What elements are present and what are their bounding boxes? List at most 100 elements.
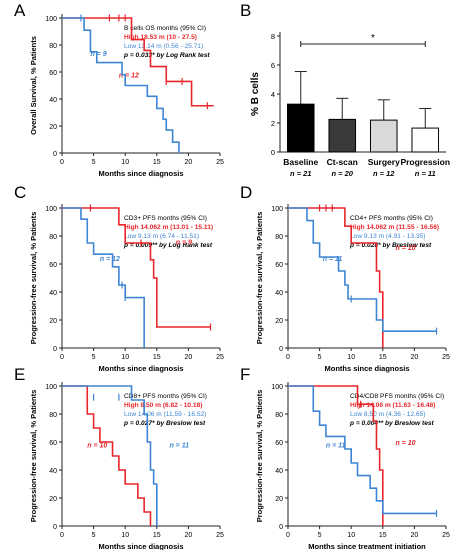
series-low: n = 12: [62, 207, 145, 348]
x-axis-label: Months since diagnosis: [324, 364, 409, 373]
km-curve-high: [288, 385, 384, 526]
legend-title: CD3+ PFS months (95% CI): [124, 215, 207, 222]
y-tick-label: 60: [275, 440, 283, 447]
km-curve-high: [62, 207, 211, 328]
km-curve-high: [62, 385, 152, 526]
panel-letter: F: [240, 365, 250, 384]
x-axis-label: Months since diagnosis: [98, 169, 183, 178]
bar-baseline: [286, 103, 315, 153]
y-tick-label: 100: [271, 384, 283, 391]
panel-letter: E: [14, 365, 25, 384]
panel-e: E 0 20 40 60 80 100 0 5 10 15 20 25 Months since diag…: [14, 365, 224, 550]
y-tick-label: 80: [275, 234, 283, 241]
legend-high: High 14.062 m (11.55 - 16.56): [350, 224, 439, 231]
km-curve-low: [62, 207, 145, 348]
legend-p-value: p = 0.004** by Breslow test: [349, 420, 435, 427]
legend-high: High 18.53 m (10 - 27.5): [124, 34, 197, 41]
y-tick-label: 100: [45, 206, 57, 213]
y-axis-label: Progression-free survival, % Patients: [255, 390, 264, 523]
bar-surgery: [369, 119, 398, 153]
y-tick-label: 40: [275, 290, 283, 297]
km-curve-high: [288, 207, 384, 348]
x-tick-label: 15: [153, 532, 161, 539]
y-axis-label: Progression-free survival, % Patients: [255, 212, 264, 345]
x-axis-label: Months since treatment initiation: [308, 542, 426, 550]
y-tick-label: 20: [49, 496, 57, 503]
x-axis-label: Months since diagnosis: [98, 542, 183, 550]
x-tick-label: 15: [379, 532, 387, 539]
km-curve-low: [288, 385, 437, 515]
km-curve-low: [62, 385, 158, 526]
n-label: n = 12: [373, 169, 395, 178]
panel-f: F 0 20 40 60 80 100 0 5 10 15 20 25 Months since trea…: [240, 365, 450, 550]
legend-title: B cells OS months (95% CI): [124, 25, 206, 32]
y-tick-label: 20: [275, 318, 283, 325]
category-label: Progression: [400, 157, 450, 167]
legend-low: Low 8.50 m (4.36 - 12.65): [350, 411, 426, 418]
series-high: n = 10: [288, 204, 416, 348]
n-label-high: n = 10: [395, 245, 415, 252]
y-tick-label: 80: [275, 412, 283, 419]
x-tick-label: 10: [347, 532, 355, 539]
y-axis-label: Progression-free survival, % Patients: [29, 390, 38, 523]
bar-progression: [411, 127, 440, 153]
y-tick-label: 8: [271, 32, 275, 41]
x-tick-label: 0: [60, 159, 64, 166]
n-label-low: n = 11: [323, 256, 343, 263]
x-tick-label: 5: [92, 159, 96, 166]
x-tick-label: 5: [92, 354, 96, 361]
series-high: n = 12: [62, 14, 214, 110]
panel-c: C 0 20 40 60 80 100 0 5 10 15 20 25 Months since diag…: [14, 183, 224, 373]
legend-high: High 14.06 m (11.63 - 16.48): [350, 402, 435, 409]
category-label: Baseline: [283, 157, 318, 167]
y-tick-label: 0: [53, 524, 57, 531]
legend-high: High 8.50 m (6.82 - 10.18): [124, 402, 202, 409]
series-high: n = 9: [62, 204, 212, 331]
y-tick-label: 100: [45, 384, 57, 391]
n-label: n = 21: [290, 169, 311, 178]
category-label: Surgery: [368, 157, 400, 167]
series-low: n = 11: [288, 207, 438, 335]
y-tick-label: 0: [279, 524, 283, 531]
x-tick-label: 25: [442, 532, 450, 539]
y-tick-label: 40: [49, 97, 57, 104]
legend-title: CD4+ PFS months (95% CI): [350, 215, 433, 222]
n-label: n = 11: [415, 169, 436, 178]
y-tick-label: 4: [271, 90, 275, 99]
x-tick-label: 20: [411, 532, 419, 539]
y-tick-label: 20: [49, 124, 57, 131]
x-tick-label: 5: [318, 532, 322, 539]
panel-letter: C: [14, 183, 26, 202]
y-tick-label: 60: [49, 70, 57, 77]
x-tick-label: 20: [411, 354, 419, 361]
x-tick-label: 20: [185, 159, 193, 166]
y-tick-label: 2: [271, 119, 275, 128]
x-axis-label: Months since diagnosis: [98, 364, 183, 373]
x-tick-label: 10: [121, 159, 129, 166]
y-tick-label: 40: [49, 468, 57, 475]
legend-low: Low 9.13 m (4.91 - 13.35): [350, 233, 426, 240]
y-tick-label: 60: [49, 440, 57, 447]
legend-p-value: p = 0.027* by Breslow test: [123, 420, 206, 427]
y-tick-label: 0: [279, 346, 283, 353]
legend-p-value: p = 0.009** by Log Rank test: [123, 242, 213, 249]
km-curve-low: [62, 17, 180, 153]
legend-low: Low 13.14 m (0.56 - 25.71): [124, 43, 203, 50]
km-curve-high: [62, 17, 214, 107]
n-label-high: n = 12: [119, 72, 139, 79]
x-tick-label: 20: [185, 532, 193, 539]
y-tick-label: 20: [275, 496, 283, 503]
x-tick-label: 5: [92, 532, 96, 539]
n-label-low: n = 11: [326, 443, 346, 450]
legend-title: CD8+ PFS months (95% CI): [124, 393, 207, 400]
x-tick-label: 0: [60, 532, 64, 539]
series-low: n = 11: [288, 385, 438, 517]
y-tick-label: 60: [275, 262, 283, 269]
legend-title: CD4/CD8 PFS months (95% CI): [350, 393, 444, 400]
n-label-high: n = 10: [87, 443, 107, 450]
y-tick-label: 60: [49, 262, 57, 269]
y-tick-label: 100: [271, 206, 283, 213]
series-high: n = 10: [288, 385, 416, 526]
x-tick-label: 15: [153, 159, 161, 166]
